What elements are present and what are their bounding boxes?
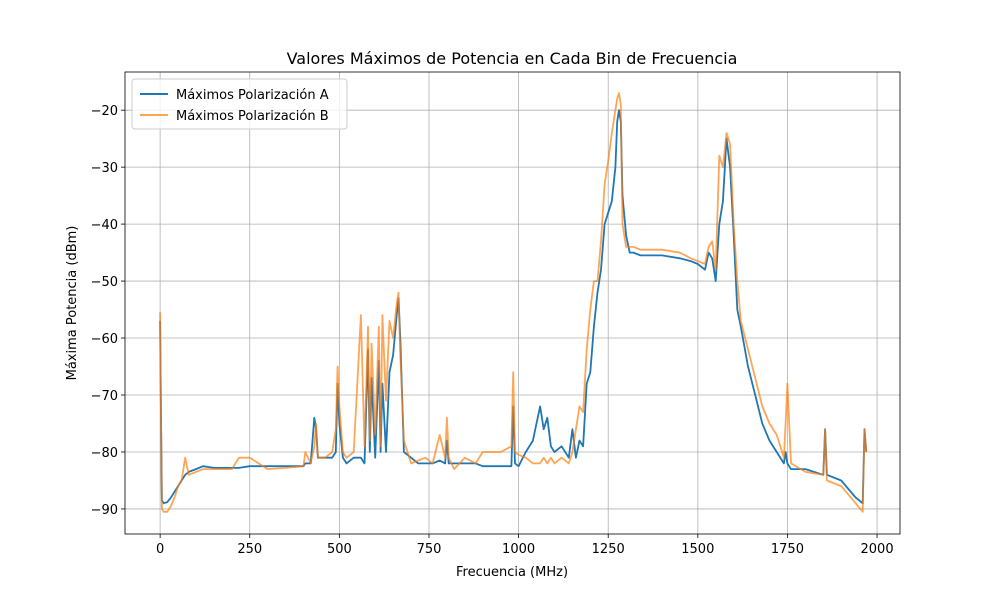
x-axis-label: Frecuencia (MHz) bbox=[456, 565, 568, 580]
legend-label: Máximos Polarización A bbox=[176, 88, 329, 103]
chart-title: Valores Máximos de Potencia en Cada Bin … bbox=[287, 49, 738, 68]
legend-label: Máximos Polarización B bbox=[176, 109, 329, 124]
plot-frame bbox=[124, 71, 901, 535]
y-tick-label: −80 bbox=[91, 446, 118, 461]
y-tick-label: −30 bbox=[91, 161, 118, 176]
x-tick-label: 250 bbox=[237, 542, 262, 557]
y-tick-label: −50 bbox=[91, 275, 118, 290]
y-tick-label: −60 bbox=[91, 332, 118, 347]
x-tick-label: 750 bbox=[417, 542, 442, 557]
x-tick-label: 1000 bbox=[502, 542, 535, 557]
y-tick-label: −20 bbox=[91, 104, 118, 119]
series-line bbox=[159, 109, 868, 505]
legend-box bbox=[131, 78, 348, 130]
series-line bbox=[159, 92, 868, 513]
x-tick-label: 2000 bbox=[861, 542, 894, 557]
x-tick-label: 500 bbox=[327, 542, 352, 557]
y-tick-label: −70 bbox=[91, 389, 118, 404]
y-axis-label: Máxima Potencia (dBm) bbox=[65, 226, 80, 381]
x-tick-label: 1750 bbox=[771, 542, 804, 557]
x-tick-label: 0 bbox=[156, 542, 164, 557]
y-tick-label: −40 bbox=[91, 218, 118, 233]
x-tick-label: 1500 bbox=[681, 542, 714, 557]
y-tick-label: −90 bbox=[91, 503, 118, 518]
x-tick-label: 1250 bbox=[592, 542, 625, 557]
